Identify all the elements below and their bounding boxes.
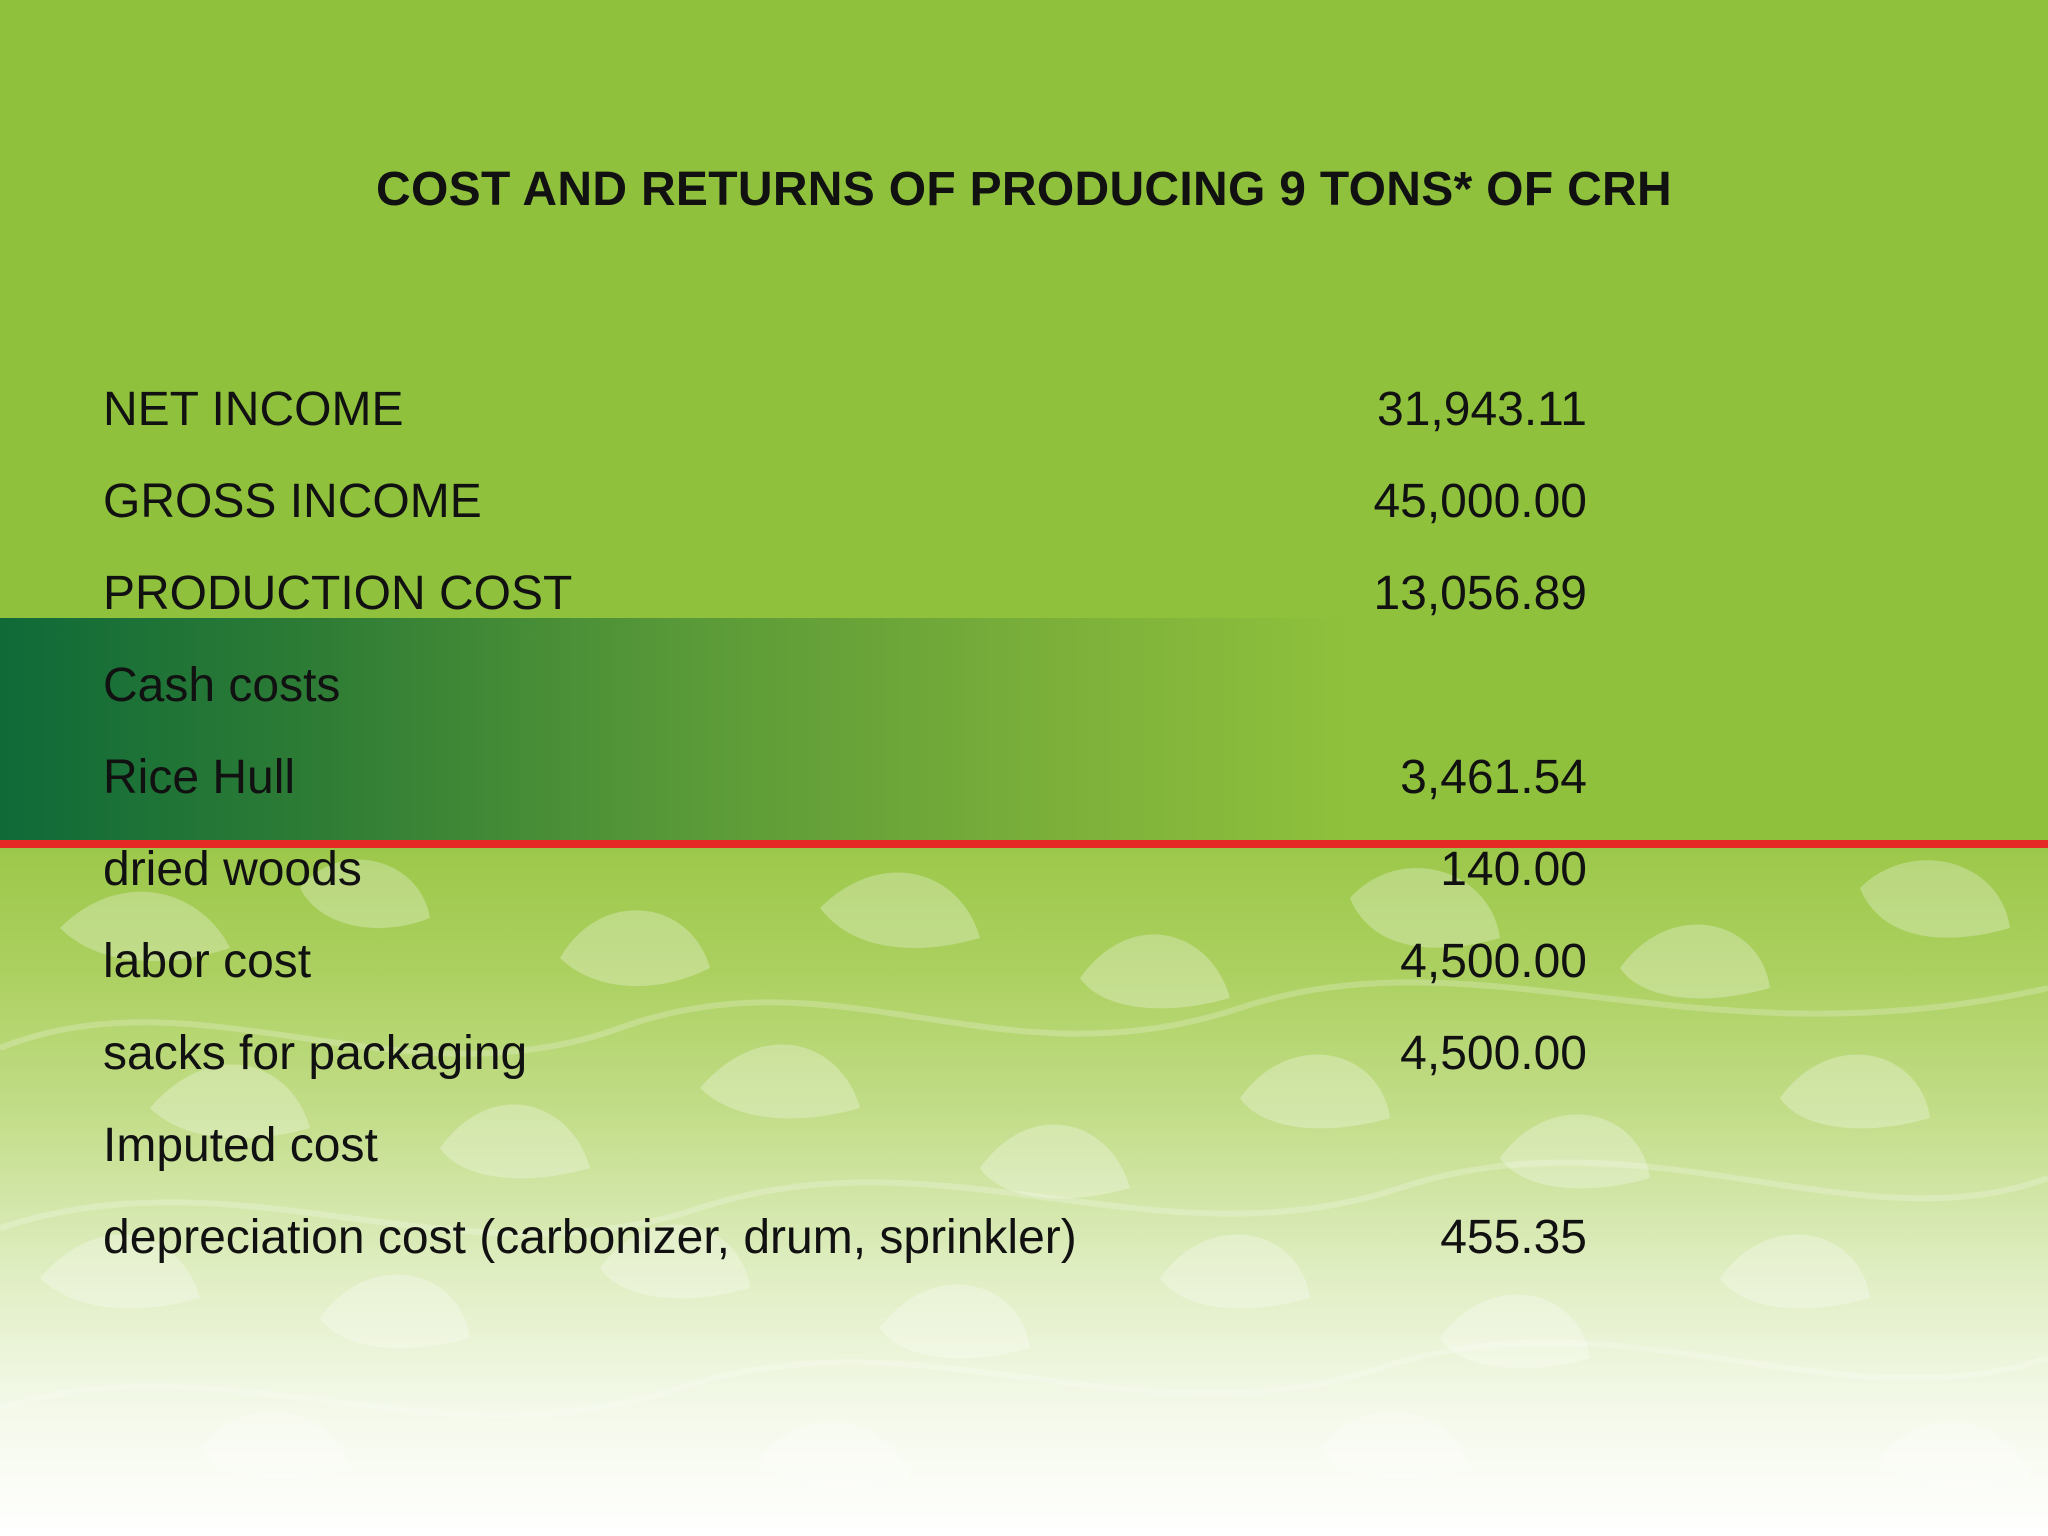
row-label: NET INCOME	[103, 383, 404, 436]
floral-background	[0, 848, 2048, 1536]
slide-title: COST AND RETURNS OF PRODUCING 9 TONS* OF…	[376, 163, 1672, 216]
green-background	[0, 0, 2048, 618]
table-row: labor cost 4,500.00	[103, 934, 1587, 1004]
row-label: Imputed cost	[103, 1119, 378, 1172]
row-label: sacks for packaging	[103, 1027, 528, 1080]
row-value: 455.35	[1440, 1211, 1587, 1264]
table-row: NET INCOME 31,943.11	[103, 382, 1587, 452]
row-value: 140.00	[1440, 843, 1587, 896]
row-value: 4,500.00	[1400, 1027, 1587, 1080]
table-row: Rice Hull 3,461.54	[103, 750, 1587, 820]
row-value: 3,461.54	[1400, 751, 1587, 804]
row-label: Rice Hull	[103, 751, 296, 804]
row-value: 4,500.00	[1400, 935, 1587, 988]
row-label: GROSS INCOME	[103, 475, 482, 528]
table-row: PRODUCTION COST 13,056.89	[103, 566, 1587, 636]
table-row: GROSS INCOME 45,000.00	[103, 474, 1587, 544]
table-row: Cash costs	[103, 658, 1587, 728]
table-row: sacks for packaging 4,500.00	[103, 1026, 1587, 1096]
red-divider-line	[0, 840, 2048, 848]
row-value: 31,943.11	[1377, 383, 1587, 436]
row-value: 45,000.00	[1373, 475, 1587, 528]
table-row: depreciation cost (carbonizer, drum, spr…	[103, 1210, 1587, 1280]
row-label: labor cost	[103, 935, 312, 988]
row-value: 13,056.89	[1373, 567, 1587, 620]
row-label: Cash costs	[103, 659, 341, 712]
row-label: PRODUCTION COST	[103, 567, 573, 620]
leaf-pattern	[0, 859, 2048, 1489]
row-label: depreciation cost (carbonizer, drum, spr…	[103, 1211, 1077, 1264]
table-row: dried woods 140.00	[103, 842, 1587, 912]
table-row: Imputed cost	[103, 1118, 1587, 1188]
row-label: dried woods	[103, 843, 362, 896]
gradient-band	[0, 618, 2048, 840]
